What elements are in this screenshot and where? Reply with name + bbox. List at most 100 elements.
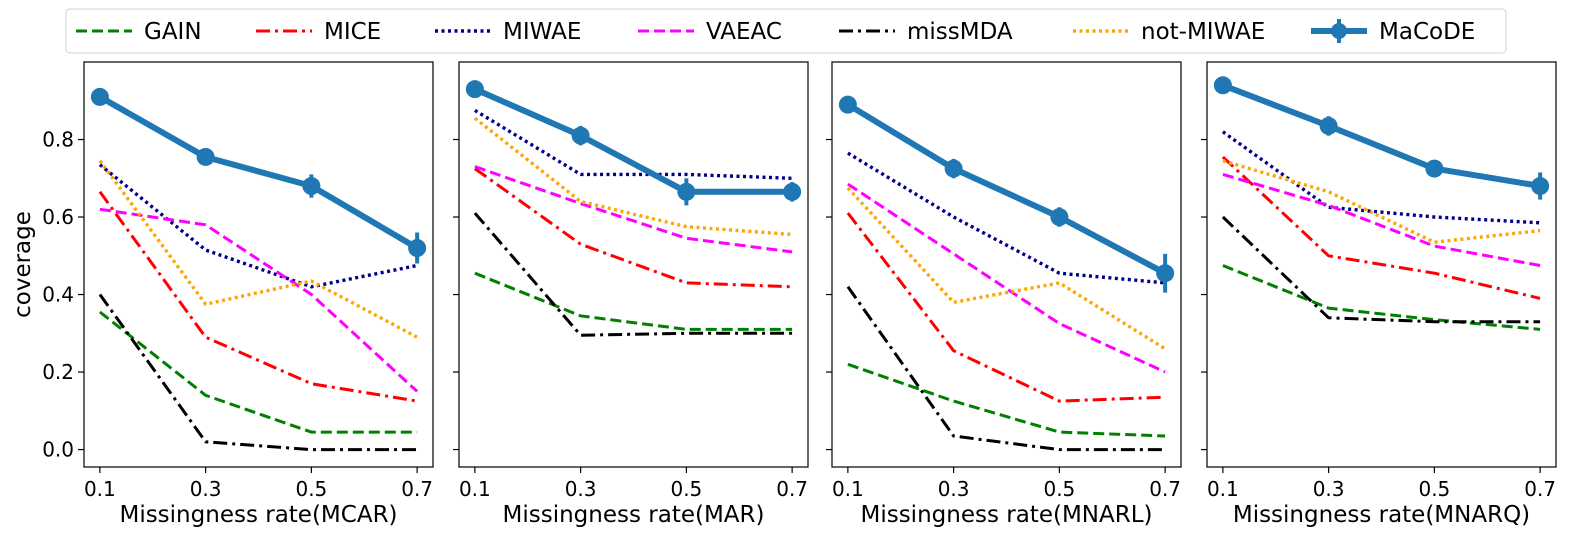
series-line bbox=[98, 310, 418, 434]
y-tick-label: 0.2 bbox=[42, 360, 74, 384]
data-point bbox=[408, 239, 427, 258]
series-line bbox=[847, 151, 1166, 285]
x-tick-label: 0.7 bbox=[1149, 477, 1181, 501]
series-line bbox=[1222, 159, 1541, 244]
data-point bbox=[571, 126, 590, 145]
series-line bbox=[474, 108, 793, 180]
legend-entry: GAIN bbox=[76, 19, 202, 45]
series-line bbox=[1221, 155, 1541, 300]
x-axis-label: Missingness rate(MNARQ) bbox=[1233, 502, 1530, 528]
data-point bbox=[1156, 264, 1175, 283]
data-point bbox=[1319, 116, 1338, 135]
legend-entry: MaCoDE bbox=[1311, 19, 1475, 45]
series-line bbox=[846, 102, 1167, 276]
series-line bbox=[1221, 82, 1541, 189]
x-tick-label: 0.7 bbox=[776, 477, 808, 501]
data-point bbox=[302, 177, 321, 196]
series-macode bbox=[465, 80, 802, 206]
x-axis-label: Missingness rate(MAR) bbox=[503, 502, 765, 528]
series-macode bbox=[1213, 76, 1550, 200]
series-line bbox=[1222, 172, 1541, 267]
data-point bbox=[465, 80, 484, 99]
panel-frame bbox=[458, 61, 809, 468]
data-point bbox=[783, 182, 802, 201]
x-tick-label: 0.3 bbox=[1313, 477, 1345, 501]
x-tick-label: 0.5 bbox=[670, 477, 702, 501]
series-line bbox=[98, 159, 418, 339]
legend-entry: not-MIWAE bbox=[1073, 19, 1265, 45]
series-line bbox=[1221, 130, 1541, 225]
x-axis-label: Missingness rate(MCAR) bbox=[119, 502, 397, 528]
data-point bbox=[838, 95, 857, 114]
legend-entry: MICE bbox=[256, 19, 381, 45]
legend-swatch-marker bbox=[1331, 23, 1347, 39]
x-tick-label: 0.7 bbox=[1524, 477, 1556, 501]
data-point bbox=[1213, 76, 1232, 95]
x-tick-label: 0.3 bbox=[190, 477, 222, 501]
x-tick-label: 0.3 bbox=[938, 477, 970, 501]
x-tick-label: 0.1 bbox=[459, 477, 491, 501]
x-tick-label: 0.5 bbox=[1043, 477, 1075, 501]
x-tick-label: 0.1 bbox=[84, 477, 116, 501]
series-line bbox=[846, 285, 1166, 452]
x-tick-label: 0.5 bbox=[1418, 477, 1450, 501]
series-line bbox=[98, 190, 418, 403]
series-line bbox=[474, 165, 793, 254]
series-line bbox=[474, 271, 793, 331]
data-point bbox=[944, 159, 963, 178]
x-axis-label: Missingness rate(MNARL) bbox=[860, 502, 1152, 528]
legend-label: missMDA bbox=[907, 19, 1013, 45]
series-macode bbox=[838, 95, 1175, 293]
panel: 0.1 0.3 0.5 0.7 Missingness rate(MAR) bbox=[453, 61, 809, 528]
y-axis-label: coverage bbox=[10, 211, 36, 318]
series-line bbox=[98, 94, 419, 251]
series-line bbox=[473, 116, 793, 237]
legend: GAIN MICE MIWAE VAEAC missMDA not-MIWAE MaCoDE bbox=[65, 8, 1507, 54]
y-tick-label: 0.8 bbox=[42, 128, 74, 152]
x-tick-label: 0.7 bbox=[401, 477, 433, 501]
x-tick-label: 0.1 bbox=[832, 477, 864, 501]
series-macode bbox=[90, 87, 427, 264]
series-line bbox=[474, 167, 793, 289]
legend-entry: VAEAC bbox=[638, 19, 782, 45]
legend-label: GAIN bbox=[144, 19, 202, 45]
data-point bbox=[1050, 208, 1069, 227]
x-tick-label: 0.3 bbox=[565, 477, 597, 501]
legend-entry: missMDA bbox=[839, 19, 1013, 45]
legend-label: MIWAE bbox=[503, 19, 581, 45]
panel-frame bbox=[1206, 61, 1557, 468]
series-line bbox=[1222, 264, 1541, 331]
data-point bbox=[90, 87, 109, 106]
x-tick-label: 0.5 bbox=[295, 477, 327, 501]
panel-frame bbox=[831, 61, 1182, 468]
series-line bbox=[98, 163, 418, 289]
legend-label: not-MIWAE bbox=[1141, 19, 1265, 45]
data-point bbox=[1531, 177, 1550, 196]
y-tick-label: 0.4 bbox=[42, 283, 74, 307]
series-line bbox=[847, 362, 1166, 438]
series-line bbox=[98, 293, 418, 452]
series-line bbox=[473, 86, 793, 195]
series-line bbox=[99, 207, 419, 393]
series-line bbox=[846, 212, 1166, 403]
legend-frame bbox=[65, 8, 1507, 54]
legend-label: VAEAC bbox=[706, 19, 782, 45]
y-tick-label: 0.6 bbox=[42, 205, 74, 229]
legend-label: MICE bbox=[324, 19, 381, 45]
series-line bbox=[847, 182, 1166, 374]
legend-label: MaCoDE bbox=[1379, 19, 1475, 45]
panel-frame bbox=[83, 61, 434, 468]
y-tick-label: 0.0 bbox=[42, 438, 74, 462]
data-point bbox=[196, 147, 215, 166]
data-point bbox=[677, 182, 696, 201]
series-line bbox=[846, 186, 1166, 351]
x-tick-label: 0.1 bbox=[1207, 477, 1239, 501]
data-point bbox=[1425, 159, 1444, 178]
legend-entry: MIWAE bbox=[435, 19, 581, 45]
series-line bbox=[1221, 215, 1541, 324]
